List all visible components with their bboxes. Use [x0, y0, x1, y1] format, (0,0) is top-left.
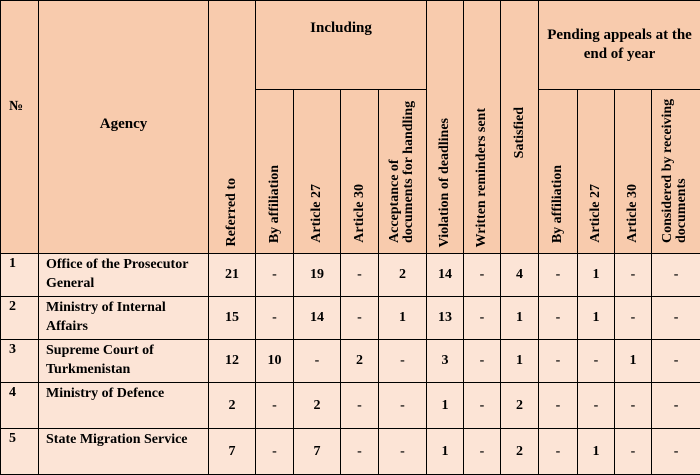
value-cell: 2: [294, 383, 341, 429]
value-cell: -: [464, 254, 501, 297]
header-pending-considered: Considered by receiving documents: [652, 90, 700, 254]
agency-name: Ministry of Defence: [39, 383, 209, 429]
value-cell: 1: [427, 429, 464, 475]
value-cell: -: [652, 383, 700, 429]
header-including-article-27: Article 27: [294, 90, 341, 254]
value-cell: 1: [379, 297, 427, 340]
value-cell: 21: [209, 254, 256, 297]
value-cell: 7: [294, 429, 341, 475]
value-cell: -: [294, 340, 341, 383]
value-cell: 13: [427, 297, 464, 340]
value-cell: -: [464, 297, 501, 340]
value-cell: 15: [209, 297, 256, 340]
row-number: 1: [1, 254, 39, 297]
table-header: № Agency Referred to Including Violation…: [1, 1, 700, 254]
value-cell: -: [379, 340, 427, 383]
value-cell: 2: [341, 340, 379, 383]
header-satisfied: Satisfied: [501, 1, 539, 254]
value-cell: 1: [427, 383, 464, 429]
value-cell: 19: [294, 254, 341, 297]
value-cell: 2: [501, 383, 539, 429]
value-cell: 4: [501, 254, 539, 297]
value-cell: -: [652, 340, 700, 383]
header-pending-article-27: Article 27: [578, 90, 615, 254]
value-cell: -: [256, 429, 294, 475]
header-including-article-30: Article 30: [341, 90, 379, 254]
agency-name: State Migration Service: [39, 429, 209, 475]
value-cell: 1: [578, 297, 615, 340]
value-cell: 2: [379, 254, 427, 297]
value-cell: 14: [427, 254, 464, 297]
header-including-affiliation: By affiliation: [256, 90, 294, 254]
header-referred-to: Referred to: [209, 1, 256, 254]
header-including: Including: [256, 1, 427, 90]
value-cell: -: [615, 254, 652, 297]
row-number: 4: [1, 383, 39, 429]
value-cell: -: [615, 297, 652, 340]
row-number: 3: [1, 340, 39, 383]
header-violation: Violation of deadlines: [427, 1, 464, 254]
value-cell: -: [341, 254, 379, 297]
value-cell: -: [578, 383, 615, 429]
value-cell: -: [578, 340, 615, 383]
value-cell: -: [652, 429, 700, 475]
header-number: №: [1, 1, 39, 254]
value-cell: 1: [578, 254, 615, 297]
value-cell: -: [615, 429, 652, 475]
header-agency: Agency: [39, 1, 209, 254]
value-cell: 1: [615, 340, 652, 383]
value-cell: 7: [209, 429, 256, 475]
agency-name: Supreme Court of Turkmenistan: [39, 340, 209, 383]
header-pending-article-30: Article 30: [615, 90, 652, 254]
value-cell: -: [652, 297, 700, 340]
value-cell: -: [539, 254, 578, 297]
value-cell: 1: [501, 340, 539, 383]
value-cell: -: [464, 429, 501, 475]
header-including-acceptance: Acceptance of documents for handling: [379, 90, 427, 254]
value-cell: 12: [209, 340, 256, 383]
row-number: 2: [1, 297, 39, 340]
header-reminders: Written reminders sent: [464, 1, 501, 254]
header-pending: Pending appeals at the end of year: [539, 1, 700, 90]
header-pending-affiliation: By affiliation: [539, 90, 578, 254]
value-cell: -: [539, 340, 578, 383]
value-cell: 14: [294, 297, 341, 340]
value-cell: -: [539, 297, 578, 340]
value-cell: -: [464, 383, 501, 429]
row-number: 5: [1, 429, 39, 475]
value-cell: -: [256, 383, 294, 429]
value-cell: -: [652, 254, 700, 297]
value-cell: -: [341, 297, 379, 340]
agency-name: Office of the Prosecutor General: [39, 254, 209, 297]
value-cell: 2: [501, 429, 539, 475]
value-cell: -: [379, 429, 427, 475]
value-cell: -: [341, 383, 379, 429]
value-cell: 2: [209, 383, 256, 429]
value-cell: -: [615, 383, 652, 429]
value-cell: -: [256, 254, 294, 297]
value-cell: -: [539, 383, 578, 429]
value-cell: 3: [427, 340, 464, 383]
value-cell: -: [379, 383, 427, 429]
agency-name: Ministry of Internal Affairs: [39, 297, 209, 340]
value-cell: -: [464, 340, 501, 383]
value-cell: 1: [578, 429, 615, 475]
value-cell: -: [256, 297, 294, 340]
value-cell: 10: [256, 340, 294, 383]
value-cell: 1: [501, 297, 539, 340]
value-cell: -: [341, 429, 379, 475]
value-cell: -: [539, 429, 578, 475]
